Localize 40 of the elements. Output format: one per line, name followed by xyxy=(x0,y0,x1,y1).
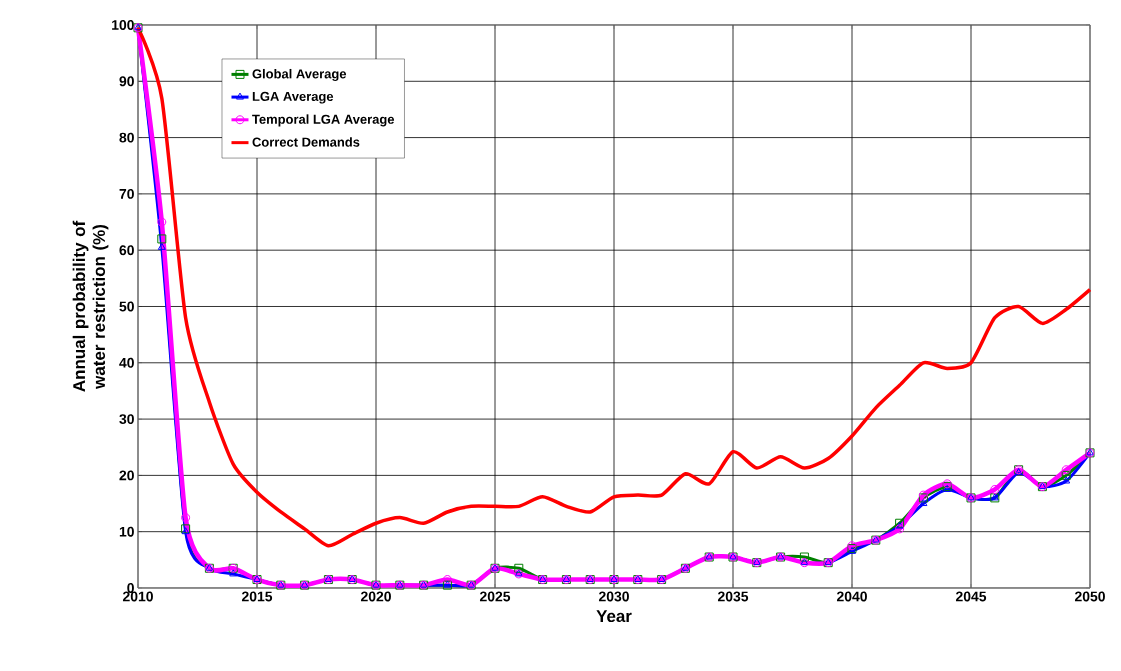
point xyxy=(895,524,905,534)
y-tick-label: 80 xyxy=(119,132,134,143)
y-tick-label: 30 xyxy=(119,414,134,425)
y-tick-label: 100 xyxy=(112,20,134,30)
legend-label: Global Average xyxy=(252,68,347,82)
x-tick-label: 2010 xyxy=(122,591,153,602)
x-tick-label: 2035 xyxy=(717,591,749,602)
point xyxy=(1062,476,1071,484)
x-tick-label: 2030 xyxy=(598,591,629,602)
y-tick-label: 10 xyxy=(119,526,134,537)
x-axis-title: Year xyxy=(596,610,632,623)
y-tick-label: 70 xyxy=(119,188,134,199)
point xyxy=(181,513,191,523)
point xyxy=(157,234,167,244)
y-tick-label: 0 xyxy=(127,583,134,593)
x-tick-label: 2020 xyxy=(360,591,391,602)
point xyxy=(157,242,166,250)
legend-label: LGA Average xyxy=(252,91,334,104)
y-tick-label: 50 xyxy=(119,301,134,312)
point xyxy=(157,217,167,227)
point xyxy=(229,569,238,577)
x-tick-label: 2040 xyxy=(836,591,867,602)
y-tick-label: 60 xyxy=(119,245,134,256)
point xyxy=(1061,470,1071,480)
point xyxy=(990,484,1000,494)
point xyxy=(1061,465,1071,475)
y-axis-title: Annual probability of water restriction (%) xyxy=(72,220,109,392)
point xyxy=(514,563,524,573)
x-tick-label: 2025 xyxy=(479,591,511,602)
point xyxy=(799,552,809,562)
x-tick-label: 2015 xyxy=(241,591,273,602)
x-tick-label: 2045 xyxy=(955,591,987,602)
y-tick-label: 40 xyxy=(119,357,134,368)
x-tick-label: 2050 xyxy=(1074,591,1105,602)
point xyxy=(442,575,452,585)
y-tick-label: 90 xyxy=(119,76,134,87)
legend-label: Temporal LGA Average xyxy=(252,114,395,127)
legend-label: Correct Demands xyxy=(252,137,360,147)
y-tick-label: 20 xyxy=(119,470,134,481)
point xyxy=(919,499,928,507)
